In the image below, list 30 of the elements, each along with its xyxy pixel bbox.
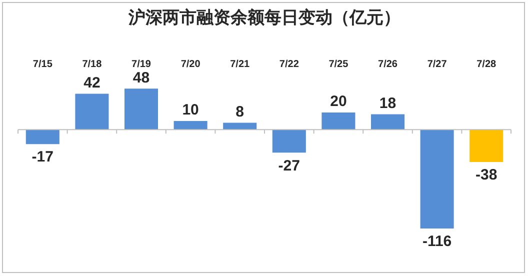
bar bbox=[470, 130, 504, 162]
x-tick-label: 7/21 bbox=[230, 59, 250, 70]
x-tick-label: 7/26 bbox=[378, 59, 398, 70]
data-label: -27 bbox=[278, 157, 300, 174]
data-label: 20 bbox=[330, 93, 347, 110]
bar bbox=[322, 112, 356, 130]
bar bbox=[124, 88, 158, 130]
data-label: 42 bbox=[84, 74, 100, 92]
x-tick-label: 7/15 bbox=[32, 59, 53, 70]
data-label: 18 bbox=[379, 94, 396, 112]
x-tick-label: 7/28 bbox=[476, 59, 497, 70]
data-label: 10 bbox=[182, 102, 199, 119]
data-label: -17 bbox=[32, 148, 54, 166]
bar bbox=[174, 121, 208, 130]
bar bbox=[370, 114, 405, 130]
chart-title: 沪深两市融资余额每日变动（亿元） bbox=[128, 8, 400, 27]
x-tick-label: 7/27 bbox=[427, 59, 448, 70]
x-tick-label: 7/22 bbox=[279, 59, 300, 70]
data-label: -38 bbox=[476, 166, 498, 184]
x-tick-label: 7/25 bbox=[328, 59, 349, 70]
data-label: 8 bbox=[236, 103, 244, 120]
data-label: 48 bbox=[132, 69, 150, 86]
bar bbox=[26, 130, 60, 144]
bar bbox=[420, 130, 454, 229]
bar bbox=[75, 94, 109, 130]
x-tick-label: 7/20 bbox=[180, 59, 201, 70]
data-label: -116 bbox=[422, 233, 452, 250]
x-tick-label: 7/18 bbox=[82, 59, 102, 70]
bar bbox=[272, 130, 306, 153]
x-tick-label: 7/19 bbox=[132, 59, 152, 70]
